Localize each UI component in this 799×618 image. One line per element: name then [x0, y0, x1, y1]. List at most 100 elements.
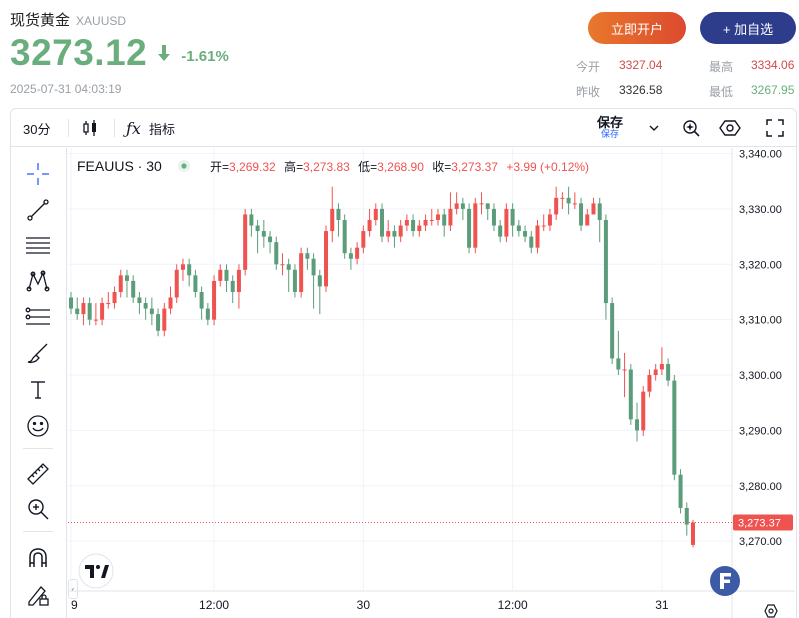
candle-body: [597, 203, 602, 220]
candle: [124, 269, 129, 298]
ruler-icon[interactable]: [24, 460, 52, 488]
candle-body: [535, 225, 540, 248]
instrument-title: 现货黄金 XAUUSD: [10, 9, 126, 30]
candle-body: [224, 269, 229, 281]
legend-low: 3,268.90: [377, 160, 424, 174]
grid: [68, 148, 732, 591]
text-icon[interactable]: [24, 376, 52, 404]
candle-body: [255, 225, 260, 232]
current-price: 3273.12: [10, 32, 148, 73]
candle-body: [236, 269, 241, 292]
save-button[interactable]: 保存 保存: [597, 109, 623, 147]
candle: [330, 186, 335, 243]
candle: [143, 297, 148, 320]
candle: [218, 264, 223, 287]
y-tick-label: 3,280.00: [739, 481, 782, 493]
candle-body: [454, 203, 459, 209]
candle-body: [274, 242, 279, 265]
change-percent: -1.61%: [181, 47, 229, 65]
open-account-button[interactable]: 立即开户: [588, 12, 686, 44]
add-watchlist-button[interactable]: + 加自选: [700, 12, 796, 44]
candle-body: [93, 319, 98, 321]
stat-value: 3334.06: [751, 58, 795, 72]
candle-body: [560, 197, 565, 199]
candle-body: [541, 225, 546, 227]
candle: [193, 269, 198, 298]
candle: [81, 297, 86, 326]
zoom-in-icon[interactable]: [24, 495, 52, 523]
indicators-button[interactable]: ƒx 指标: [126, 109, 175, 147]
quick-search-icon[interactable]: [681, 109, 701, 147]
settings-icon[interactable]: [719, 109, 741, 147]
toolbar-divider: [68, 119, 69, 137]
price-axis: 3,270.00 3,280.00 3,290.00 3,300.00 3,310.00…: [739, 149, 782, 549]
pattern-icon[interactable]: [24, 267, 52, 295]
candle: [380, 203, 384, 243]
candle-body: [423, 219, 428, 226]
instrument-name: 现货黄金: [10, 12, 71, 29]
candle: [367, 208, 372, 237]
chart-widget: 30分 ƒx 指标 保存 保存: [10, 108, 797, 618]
candle-body: [467, 208, 472, 248]
stat-label: 最高: [709, 60, 734, 74]
candle: [348, 247, 353, 270]
crosshair-icon[interactable]: [24, 160, 52, 188]
interval-selector[interactable]: 30分: [23, 121, 51, 137]
candle-body: [653, 369, 658, 376]
x-tick-label: 30: [357, 598, 371, 612]
candle-body: [429, 219, 434, 221]
timestamp: 2025-07-31 04:03:19: [10, 82, 122, 96]
candle-body: [243, 214, 248, 270]
candle: [112, 286, 117, 309]
legend-high-label: 高=: [284, 159, 303, 174]
axis-settings-icon[interactable]: [764, 604, 778, 618]
lock-drawings-icon[interactable]: [24, 581, 52, 609]
candle-body: [554, 197, 559, 215]
candle: [659, 347, 664, 376]
collapse-toolbar-button[interactable]: ‹: [68, 579, 78, 599]
eye-icon[interactable]: [178, 160, 190, 172]
candle: [305, 247, 310, 270]
candle: [224, 264, 229, 292]
magnet-icon[interactable]: [24, 544, 52, 572]
legend-symbol: FEAUUS · 30: [77, 158, 162, 174]
candle: [479, 192, 484, 215]
brush-icon[interactable]: [24, 339, 52, 367]
candle: [635, 402, 640, 442]
candles: [69, 186, 695, 548]
candle: [560, 192, 565, 209]
price-chart[interactable]: 3,270.00 3,280.00 3,290.00 3,300.00 3,310.00…: [68, 148, 795, 618]
candle: [672, 375, 677, 481]
f-badge-icon: [710, 566, 740, 596]
stat-high: 最高 3334.06: [709, 58, 794, 75]
candle-style-icon[interactable]: [81, 109, 99, 147]
candle-body: [168, 297, 173, 309]
candle: [69, 291, 73, 315]
fullscreen-icon[interactable]: [766, 109, 784, 147]
tool-divider: [23, 531, 53, 532]
candle-body: [205, 308, 210, 320]
candle: [162, 303, 167, 337]
horizontal-lines-icon[interactable]: [24, 231, 52, 259]
candle: [187, 258, 192, 287]
candle: [566, 186, 571, 215]
candle: [255, 219, 260, 254]
chevron-down-icon[interactable]: [648, 109, 660, 147]
candle-body: [417, 225, 422, 232]
candle: [448, 192, 453, 232]
candle: [324, 225, 329, 292]
candle-body: [199, 291, 204, 309]
candle: [230, 275, 235, 304]
forecast-icon[interactable]: [24, 303, 52, 331]
candle-body: [460, 203, 465, 209]
candle-body: [529, 236, 534, 248]
tradingview-logo[interactable]: [78, 553, 114, 589]
candle: [299, 247, 304, 298]
emoji-icon[interactable]: [24, 412, 52, 440]
trend-line-icon[interactable]: [24, 196, 52, 224]
candle: [510, 203, 515, 237]
candle-body: [249, 214, 254, 226]
save-sub-label: 保存: [601, 129, 620, 140]
candle-body: [336, 208, 341, 220]
candle-body: [87, 303, 92, 320]
